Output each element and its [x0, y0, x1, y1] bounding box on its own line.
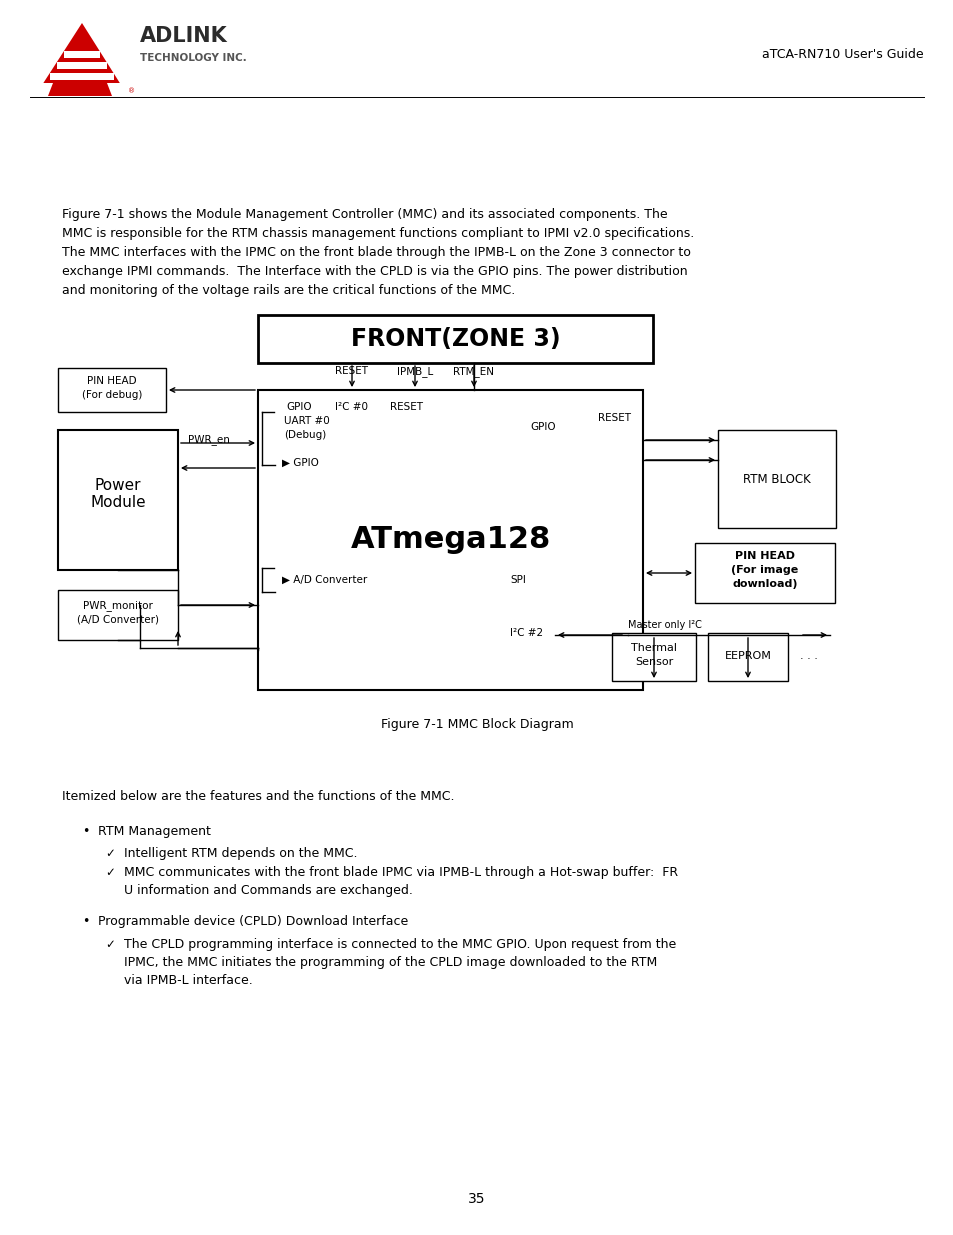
Text: Module: Module	[91, 495, 146, 510]
Text: RTM Management: RTM Management	[98, 825, 211, 839]
Text: PIN HEAD: PIN HEAD	[87, 375, 136, 387]
Text: IPMC, the MMC initiates the programming of the CPLD image downloaded to the RTM: IPMC, the MMC initiates the programming …	[124, 956, 657, 969]
Text: ▶ GPIO: ▶ GPIO	[282, 458, 318, 468]
Text: RTM BLOCK: RTM BLOCK	[742, 473, 810, 487]
Text: ✓: ✓	[105, 847, 114, 860]
Text: I²C #0: I²C #0	[335, 403, 368, 412]
Polygon shape	[57, 62, 107, 69]
Bar	[257, 390, 642, 690]
Text: •: •	[82, 915, 90, 927]
Text: ▶ A/D Converter: ▶ A/D Converter	[282, 576, 367, 585]
Text: Itemized below are the features and the functions of the MMC.: Itemized below are the features and the …	[62, 790, 454, 803]
Text: RESET: RESET	[335, 366, 368, 375]
Text: Figure 7-1 shows the Module Management Controller (MMC) and its associated compo: Figure 7-1 shows the Module Management C…	[62, 207, 667, 221]
Text: Sensor: Sensor	[634, 657, 673, 667]
Bar	[695, 543, 834, 603]
Text: FRONT(ZONE 3): FRONT(ZONE 3)	[351, 327, 559, 351]
Text: SPI: SPI	[510, 576, 525, 585]
Text: PWR_monitor: PWR_monitor	[83, 600, 152, 611]
Text: TECHNOLOGY INC.: TECHNOLOGY INC.	[140, 53, 247, 63]
Text: PWR_en: PWR_en	[188, 433, 230, 445]
Text: ATmega128: ATmega128	[350, 526, 550, 555]
Text: Thermal: Thermal	[630, 643, 677, 653]
Text: I²C #2: I²C #2	[510, 629, 542, 638]
Text: (Debug): (Debug)	[284, 430, 326, 440]
Text: RTM_EN: RTM_EN	[453, 366, 494, 377]
Bar	[612, 634, 696, 680]
Text: •: •	[82, 825, 90, 839]
Polygon shape	[64, 51, 100, 58]
Text: The CPLD programming interface is connected to the MMC GPIO. Upon request from t: The CPLD programming interface is connec…	[124, 939, 676, 951]
Text: download): download)	[732, 579, 797, 589]
Text: aTCA-RN710 User's Guide: aTCA-RN710 User's Guide	[761, 48, 923, 61]
Text: ®: ®	[128, 88, 135, 94]
Text: EEPROM: EEPROM	[723, 651, 771, 661]
Polygon shape	[35, 23, 128, 96]
Text: exchange IPMI commands.  The Interface with the CPLD is via the GPIO pins. The p: exchange IPMI commands. The Interface wi…	[62, 266, 687, 278]
Text: via IPMB-L interface.: via IPMB-L interface.	[124, 974, 253, 987]
Bar	[707, 634, 787, 680]
Text: PIN HEAD: PIN HEAD	[734, 551, 794, 561]
Text: RESET: RESET	[598, 412, 630, 424]
Bar	[58, 590, 178, 640]
Text: UART #0: UART #0	[284, 416, 330, 426]
Bar	[58, 430, 178, 571]
Text: . . .: . . .	[800, 651, 817, 661]
Text: ADLINK: ADLINK	[140, 26, 228, 46]
Text: GPIO: GPIO	[530, 422, 555, 432]
Text: (For image: (For image	[731, 564, 798, 576]
Text: The MMC interfaces with the IPMC on the front blade through the IPMB-L on the Zo: The MMC interfaces with the IPMC on the …	[62, 246, 690, 259]
Text: Master only I²C: Master only I²C	[627, 620, 701, 630]
Text: and monitoring of the voltage rails are the critical functions of the MMC.: and monitoring of the voltage rails are …	[62, 284, 515, 296]
Text: 35: 35	[468, 1192, 485, 1207]
Polygon shape	[107, 83, 128, 96]
Text: (For debug): (For debug)	[82, 390, 142, 400]
Text: Intelligent RTM depends on the MMC.: Intelligent RTM depends on the MMC.	[124, 847, 357, 860]
Text: Programmable device (CPLD) Download Interface: Programmable device (CPLD) Download Inte…	[98, 915, 408, 927]
Text: Figure 7-1 MMC Block Diagram: Figure 7-1 MMC Block Diagram	[380, 718, 573, 731]
Text: MMC communicates with the front blade IPMC via IPMB-L through a Hot-swap buffer:: MMC communicates with the front blade IP…	[124, 866, 678, 879]
Text: IPMB_L: IPMB_L	[396, 366, 433, 377]
Bar	[58, 368, 166, 412]
Text: Power: Power	[94, 478, 141, 493]
Text: RESET: RESET	[390, 403, 422, 412]
Text: ✓: ✓	[105, 939, 114, 951]
Polygon shape	[50, 73, 113, 80]
Text: GPIO: GPIO	[286, 403, 312, 412]
Bar	[257, 315, 652, 363]
Text: MMC is responsible for the RTM chassis management functions compliant to IPMI v2: MMC is responsible for the RTM chassis m…	[62, 227, 694, 240]
Polygon shape	[35, 83, 53, 96]
Bar	[718, 430, 835, 529]
Text: (A/D Converter): (A/D Converter)	[77, 614, 159, 624]
Text: ✓: ✓	[105, 866, 114, 879]
Text: U information and Commands are exchanged.: U information and Commands are exchanged…	[124, 884, 413, 897]
